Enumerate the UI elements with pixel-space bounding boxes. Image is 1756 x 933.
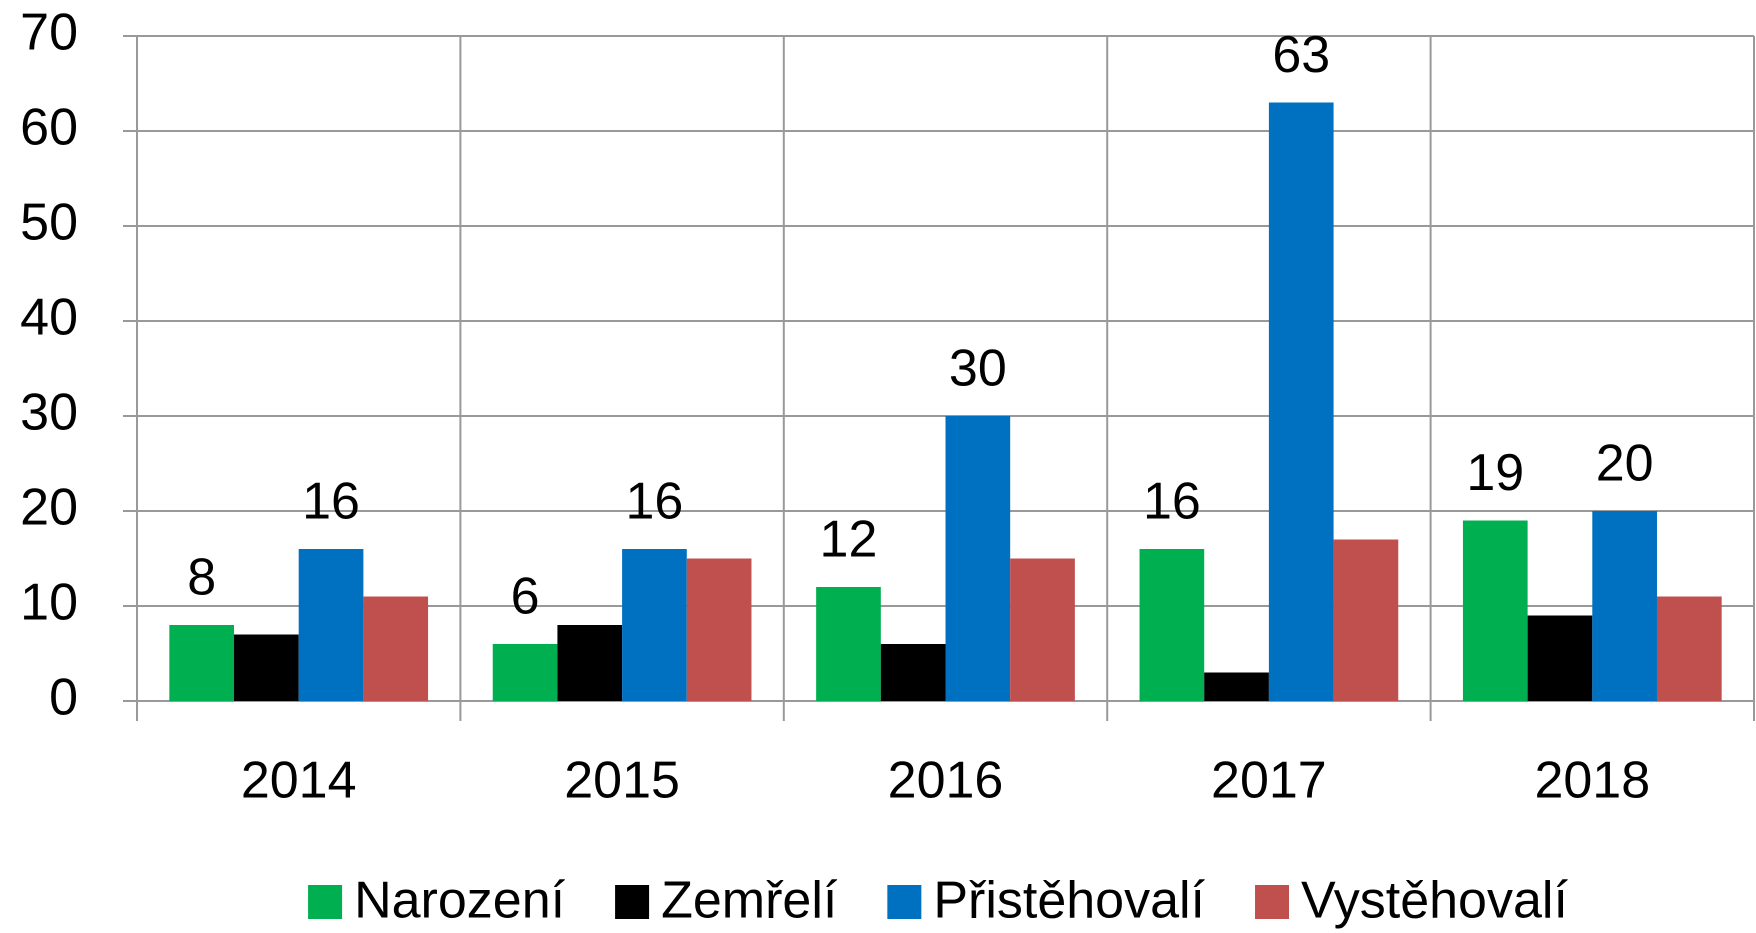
y-tick-label: 40 xyxy=(20,289,78,347)
data-label: 20 xyxy=(1596,435,1654,493)
data-label: 19 xyxy=(1466,444,1524,502)
data-label: 30 xyxy=(949,340,1007,398)
x-tick-label: 2017 xyxy=(1211,752,1327,810)
data-label: 63 xyxy=(1272,26,1330,84)
legend-label: Narození xyxy=(354,872,566,930)
x-tick-label: 2018 xyxy=(1534,752,1650,810)
bar xyxy=(1204,672,1269,701)
bar xyxy=(686,558,752,701)
y-tick-label: 0 xyxy=(49,669,78,727)
bar xyxy=(1010,558,1075,701)
data-label: 16 xyxy=(302,473,360,531)
x-tick-label: 2014 xyxy=(241,752,357,810)
data-label: 6 xyxy=(511,568,540,626)
bar xyxy=(492,644,558,701)
bar xyxy=(1268,102,1334,701)
y-tick-label: 20 xyxy=(20,479,78,537)
bar xyxy=(1462,520,1528,701)
data-label: 16 xyxy=(1143,473,1201,531)
y-tick-label: 50 xyxy=(20,194,78,252)
x-tick-label: 2016 xyxy=(888,752,1004,810)
bar xyxy=(1139,549,1205,701)
y-tick-label: 30 xyxy=(20,384,78,442)
bar xyxy=(1333,539,1399,701)
legend-label: Zemřelí xyxy=(661,872,838,930)
bar xyxy=(622,549,687,701)
bar xyxy=(557,625,623,701)
bar xyxy=(234,634,299,701)
legend-swatch xyxy=(887,885,922,919)
bar xyxy=(298,549,364,701)
bar xyxy=(816,587,881,701)
bar xyxy=(363,596,429,701)
bar xyxy=(169,625,235,701)
data-label: 16 xyxy=(626,473,684,531)
y-tick-label: 70 xyxy=(20,4,78,62)
legend-label: Vystěhovalí xyxy=(1301,872,1568,930)
legend-swatch xyxy=(1255,885,1290,919)
bar xyxy=(945,416,1011,701)
data-label: 12 xyxy=(820,511,878,569)
y-tick-label: 60 xyxy=(20,99,78,157)
legend-swatch xyxy=(308,885,343,919)
legend-label: Přistěhovalí xyxy=(933,872,1205,930)
bar xyxy=(1527,615,1593,701)
data-label: 8 xyxy=(187,549,216,607)
bar xyxy=(1592,511,1657,701)
bar xyxy=(1656,596,1722,701)
y-tick-label: 10 xyxy=(20,574,78,632)
x-tick-label: 2015 xyxy=(564,752,680,810)
bar xyxy=(880,644,946,701)
legend-swatch xyxy=(615,885,650,919)
